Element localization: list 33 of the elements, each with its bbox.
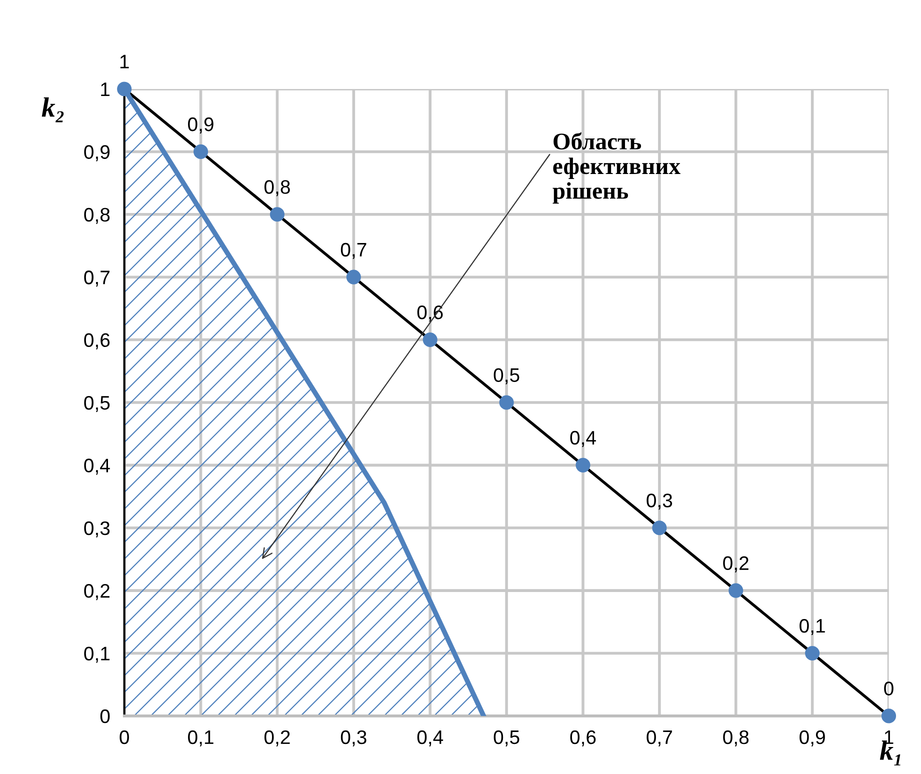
x-tick-label: 0,7: [646, 730, 672, 746]
x-tick-label: 0,5: [494, 730, 520, 746]
y-tick-label: 0,7: [84, 270, 110, 287]
y-tick-label: 0,4: [84, 458, 110, 475]
y-tick-label: 0,9: [84, 145, 110, 162]
data-label: 0,5: [494, 368, 520, 384]
y-tick-label: 1: [101, 82, 110, 96]
data-label: 0,7: [340, 242, 366, 259]
x-tick-label: 0,9: [800, 730, 825, 746]
x-tick-label: 0,4: [417, 730, 444, 746]
y-tick-label: 0: [100, 709, 110, 724]
x-tick-label: 0: [120, 730, 129, 744]
annotation: Область ефективних рішень: [552, 132, 680, 204]
data-label: 0,8: [264, 180, 290, 196]
x-tick-label: 0,6: [570, 730, 596, 746]
x-tick-label: 0,3: [340, 730, 366, 746]
x-tick-label: 0,2: [264, 730, 290, 746]
y-tick-label: 0,5: [84, 396, 110, 412]
data-label: 1: [120, 54, 129, 68]
y-tick-label: 0,1: [84, 646, 110, 663]
x-tick-label: 0,8: [723, 730, 749, 746]
data-label: 0: [884, 682, 894, 696]
y-tick-label: 0,8: [84, 208, 110, 224]
y-tick-label: 0,6: [84, 333, 110, 350]
data-label: 0,4: [570, 430, 596, 447]
y-tick-label: 0,3: [84, 521, 110, 538]
data-label: 0,9: [188, 117, 214, 134]
x-tick-label: 0,1: [188, 730, 214, 746]
y-axis-title: k₂: [42, 97, 64, 122]
data-label: 0,1: [800, 618, 825, 636]
data-label: 0,2: [723, 556, 748, 572]
data-label: 0,3: [646, 494, 672, 510]
y-tick-label: 0,2: [84, 584, 110, 600]
